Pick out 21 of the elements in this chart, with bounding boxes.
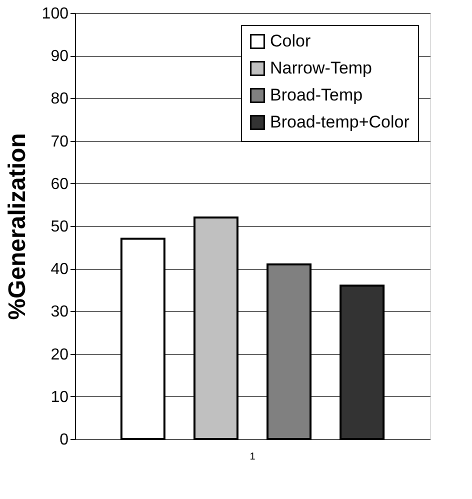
y-tick-label: 60 [50,176,69,193]
y-tick-label: 100 [42,6,69,22]
y-axis-title: %Generalization [4,133,31,320]
bar [340,284,385,440]
y-tick-label: 30 [50,304,69,321]
y-tick-label: 10 [50,388,69,406]
legend-label: Broad-Temp [270,86,363,104]
bar [120,238,166,440]
y-tick-label: 70 [50,133,69,150]
y-tick-label: 20 [50,346,69,364]
y-tick-label: 50 [50,218,69,236]
y-tick-label: 80 [50,90,69,108]
y-tick-label: 40 [50,261,69,278]
bar [266,263,312,440]
legend-label: Color [270,32,311,50]
legend-label: Broad-temp+Color [270,112,410,132]
bar [193,216,238,440]
x-tick-label: 1 [250,452,256,462]
y-tick-label: 90 [50,48,69,66]
y-tick-label: 0 [60,432,69,448]
legend-label: Narrow-Temp [270,58,372,78]
